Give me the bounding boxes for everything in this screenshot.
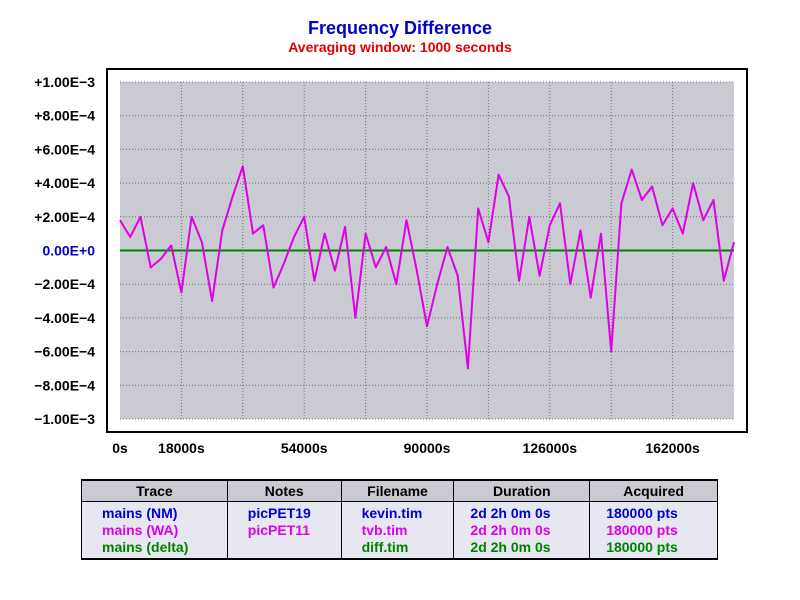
cell-trace: mains (NM) [81,501,228,522]
frequency-difference-chart: +1.00E−3 +8.00E−4 +6.00E−4 +4.00E−4 +2.00E−4… [34,68,748,456]
x-tick-label: 0s [112,440,128,456]
table-row: mains (WA) picPET11 tvb.tim 2d 2h 0m 0s … [81,522,718,539]
x-tick-label: 162000s [645,440,700,456]
cell-duration: 2d 2h 0m 0s [453,539,591,560]
y-tick-label: −1.00E−3 [34,411,95,427]
cell-duration: 2d 2h 0m 0s [453,501,591,522]
series-line-wa [119,165,735,370]
y-tick-label: −6.00E−4 [34,344,95,360]
trace-table: Trace Notes Filename Duration Acquired m… [81,479,718,560]
table-header-row: Trace Notes Filename Duration Acquired [81,479,718,502]
cell-duration: 2d 2h 0m 0s [453,522,591,539]
y-axis-ticks: +1.00E−3 +8.00E−4 +6.00E−4 +4.00E−4 +2.00E−4… [34,74,95,427]
series-layer [119,165,735,370]
x-tick-label: 18000s [158,440,205,456]
y-tick-label: −8.00E−4 [34,377,95,393]
cell-notes: picPET11 [226,522,342,539]
header-filename: Filename [340,479,455,502]
y-tick-label: +8.00E−4 [34,108,95,124]
cell-filename: kevin.tim [340,501,455,522]
y-tick-label: +2.00E−4 [34,209,95,225]
table-row: mains (delta) diff.tim 2d 2h 0m 0s 18000… [81,539,718,560]
x-tick-label: 126000s [523,440,578,456]
y-tick-label: −2.00E−4 [34,276,95,292]
y-tick-label: 0.00E+0 [42,243,95,259]
chart-title: Frequency Difference [307,18,493,38]
header-notes: Notes [226,479,342,502]
chart-subtitle: Averaging window: 1000 seconds [288,39,512,55]
cell-trace: mains (delta) [81,539,228,560]
x-axis-ticks: 0s 18000s 54000s 90000s 126000s 162000s [112,440,700,456]
cell-trace: mains (WA) [81,522,228,539]
y-tick-label: +6.00E−4 [34,141,95,157]
header-acquired: Acquired [589,479,718,502]
x-tick-label: 90000s [404,440,451,456]
y-tick-label: −4.00E−4 [34,310,95,326]
cell-acquired: 180000 pts [589,539,718,560]
y-tick-label: +1.00E−3 [34,74,95,90]
cell-acquired: 180000 pts [589,522,718,539]
cell-filename: diff.tim [340,539,455,560]
x-tick-label: 54000s [281,440,328,456]
cell-filename: tvb.tim [340,522,455,539]
cell-acquired: 180000 pts [589,501,718,522]
header-duration: Duration [453,479,591,502]
header-trace: Trace [81,479,228,502]
y-tick-label: +4.00E−4 [34,175,95,191]
cell-notes: picPET19 [226,501,342,522]
cell-notes [226,539,342,560]
table-row: mains (NM) picPET19 kevin.tim 2d 2h 0m 0… [81,501,718,522]
